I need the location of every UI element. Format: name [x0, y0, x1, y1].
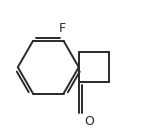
Text: F: F: [59, 22, 66, 35]
Text: O: O: [84, 115, 94, 128]
